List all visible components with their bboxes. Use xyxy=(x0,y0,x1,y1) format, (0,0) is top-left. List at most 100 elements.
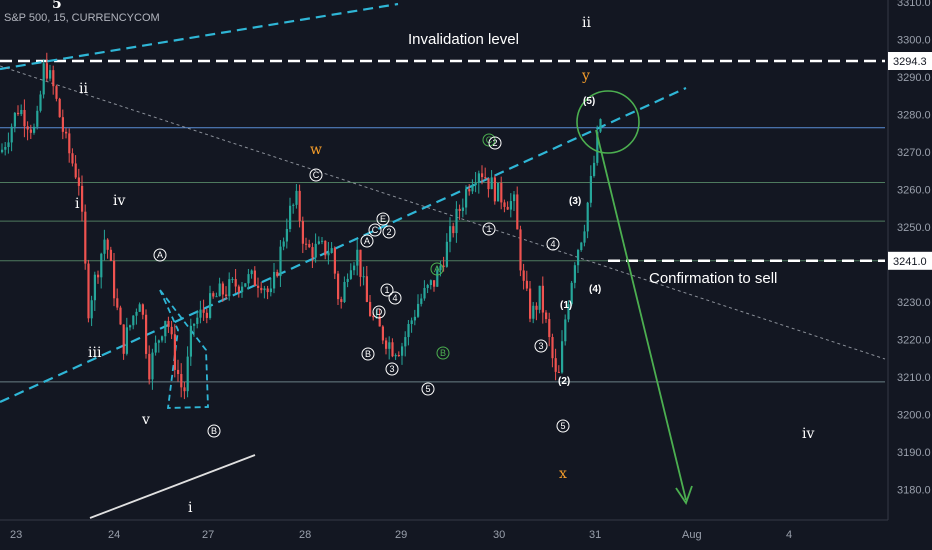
candle-body xyxy=(573,265,576,283)
projection-arrow[interactable] xyxy=(595,129,687,501)
candle-body xyxy=(26,126,29,130)
candle-body xyxy=(205,312,208,318)
candle-body xyxy=(257,285,260,288)
candle-body xyxy=(458,208,461,211)
time-tick-label: 31 xyxy=(589,529,601,541)
candle-body xyxy=(129,325,132,328)
wave-label-w: w xyxy=(310,142,322,158)
circled-label: 5 xyxy=(560,421,565,431)
circled-label-ring xyxy=(421,382,435,396)
candle-body xyxy=(244,283,247,287)
circled-label: 1 xyxy=(486,224,491,234)
candle-body xyxy=(279,246,282,277)
candle-body xyxy=(225,294,228,297)
bottom-trendline[interactable] xyxy=(89,454,256,519)
candle-body xyxy=(36,110,39,127)
time-tick-label: 23 xyxy=(10,529,22,541)
candle-body xyxy=(81,185,84,212)
candle-body xyxy=(103,239,106,254)
candle-body xyxy=(74,163,77,178)
candle-body xyxy=(372,316,375,318)
candle-body xyxy=(164,320,167,337)
candle-body xyxy=(292,204,295,206)
candle-body xyxy=(365,276,368,302)
candle-body xyxy=(125,327,128,354)
candle-body xyxy=(132,315,135,326)
candle-body xyxy=(122,324,125,354)
price-tick-label: 3190.0 xyxy=(897,447,931,459)
candle-body xyxy=(538,285,541,310)
candle-body xyxy=(445,241,448,267)
candle-body xyxy=(68,133,71,154)
candle-body xyxy=(17,112,20,115)
candle-body xyxy=(330,248,333,253)
candle-body xyxy=(10,126,13,143)
candle-body xyxy=(497,182,500,202)
price-tag-label: 3294.3 xyxy=(893,56,927,68)
candle-body xyxy=(417,303,420,317)
wave-label: i xyxy=(188,500,193,516)
candle-body xyxy=(141,304,144,315)
candle-body xyxy=(570,282,573,305)
candle-body xyxy=(522,270,525,281)
candle-body xyxy=(253,270,256,286)
circled-label-ring xyxy=(388,291,402,305)
wave-v-trendline[interactable] xyxy=(159,289,209,409)
candle-body xyxy=(596,131,599,163)
top-highlight-circle[interactable] xyxy=(576,90,640,154)
circled-label-ring xyxy=(360,234,374,248)
wave-label: i xyxy=(75,196,80,212)
candle-body xyxy=(439,265,442,271)
candle-body xyxy=(138,304,141,312)
upper-channel-trendline[interactable] xyxy=(0,2,399,71)
lower-channel-trendline[interactable] xyxy=(0,86,687,404)
candle-body xyxy=(58,98,61,118)
candle-body xyxy=(29,129,32,133)
candle-body xyxy=(477,173,480,183)
candle-body xyxy=(346,278,349,282)
candle-body xyxy=(317,241,320,244)
candle-body xyxy=(407,324,410,338)
wave-label: iv xyxy=(113,193,125,209)
candle-body xyxy=(97,274,100,278)
circled-label-ring xyxy=(385,362,399,376)
candle-body xyxy=(116,298,119,308)
wave-label: (4) xyxy=(589,284,601,295)
candle-body xyxy=(61,117,64,132)
candle-body xyxy=(42,63,45,95)
candle-body xyxy=(340,299,343,302)
candle-body xyxy=(109,249,112,261)
time-tick-label: 24 xyxy=(108,529,120,541)
candle-body xyxy=(452,226,455,234)
circled-label: B xyxy=(365,349,371,359)
time-axis[interactable]: 23 24 27 28 29 30 31 Aug 4 xyxy=(0,519,888,541)
candle-body xyxy=(311,247,314,258)
circled-label-ring xyxy=(556,419,570,433)
circled-label-ring xyxy=(376,212,390,226)
price-tag xyxy=(888,52,932,70)
candle-body xyxy=(500,182,503,203)
price-tick-label: 3310.0 xyxy=(897,0,931,9)
candle-body xyxy=(487,178,490,190)
wave-label: (1) xyxy=(560,300,572,311)
price-tick-label: 3230.0 xyxy=(897,297,931,309)
circled-label: A xyxy=(364,236,370,246)
time-tick-label: 30 xyxy=(493,529,505,541)
price-axis[interactable]: 3310.0 3300.0 3290.0 3280.0 3270.0 3260.0 3250… xyxy=(887,0,932,520)
candle-body xyxy=(564,319,567,342)
candle-body xyxy=(593,162,596,177)
descending-trendline[interactable] xyxy=(0,65,886,360)
circled-label: 3 xyxy=(538,341,543,351)
candle-body xyxy=(449,226,452,242)
candle-body xyxy=(305,243,308,245)
candle-body xyxy=(394,355,397,357)
candle-body xyxy=(378,316,381,327)
candle-body xyxy=(180,374,183,388)
circled-label-ring xyxy=(380,283,394,297)
circled-label: 3 xyxy=(389,364,394,374)
candle-body xyxy=(119,307,122,325)
candle-body xyxy=(106,239,109,250)
candle-body xyxy=(567,304,570,320)
projection-arrowhead-icon xyxy=(675,485,693,505)
